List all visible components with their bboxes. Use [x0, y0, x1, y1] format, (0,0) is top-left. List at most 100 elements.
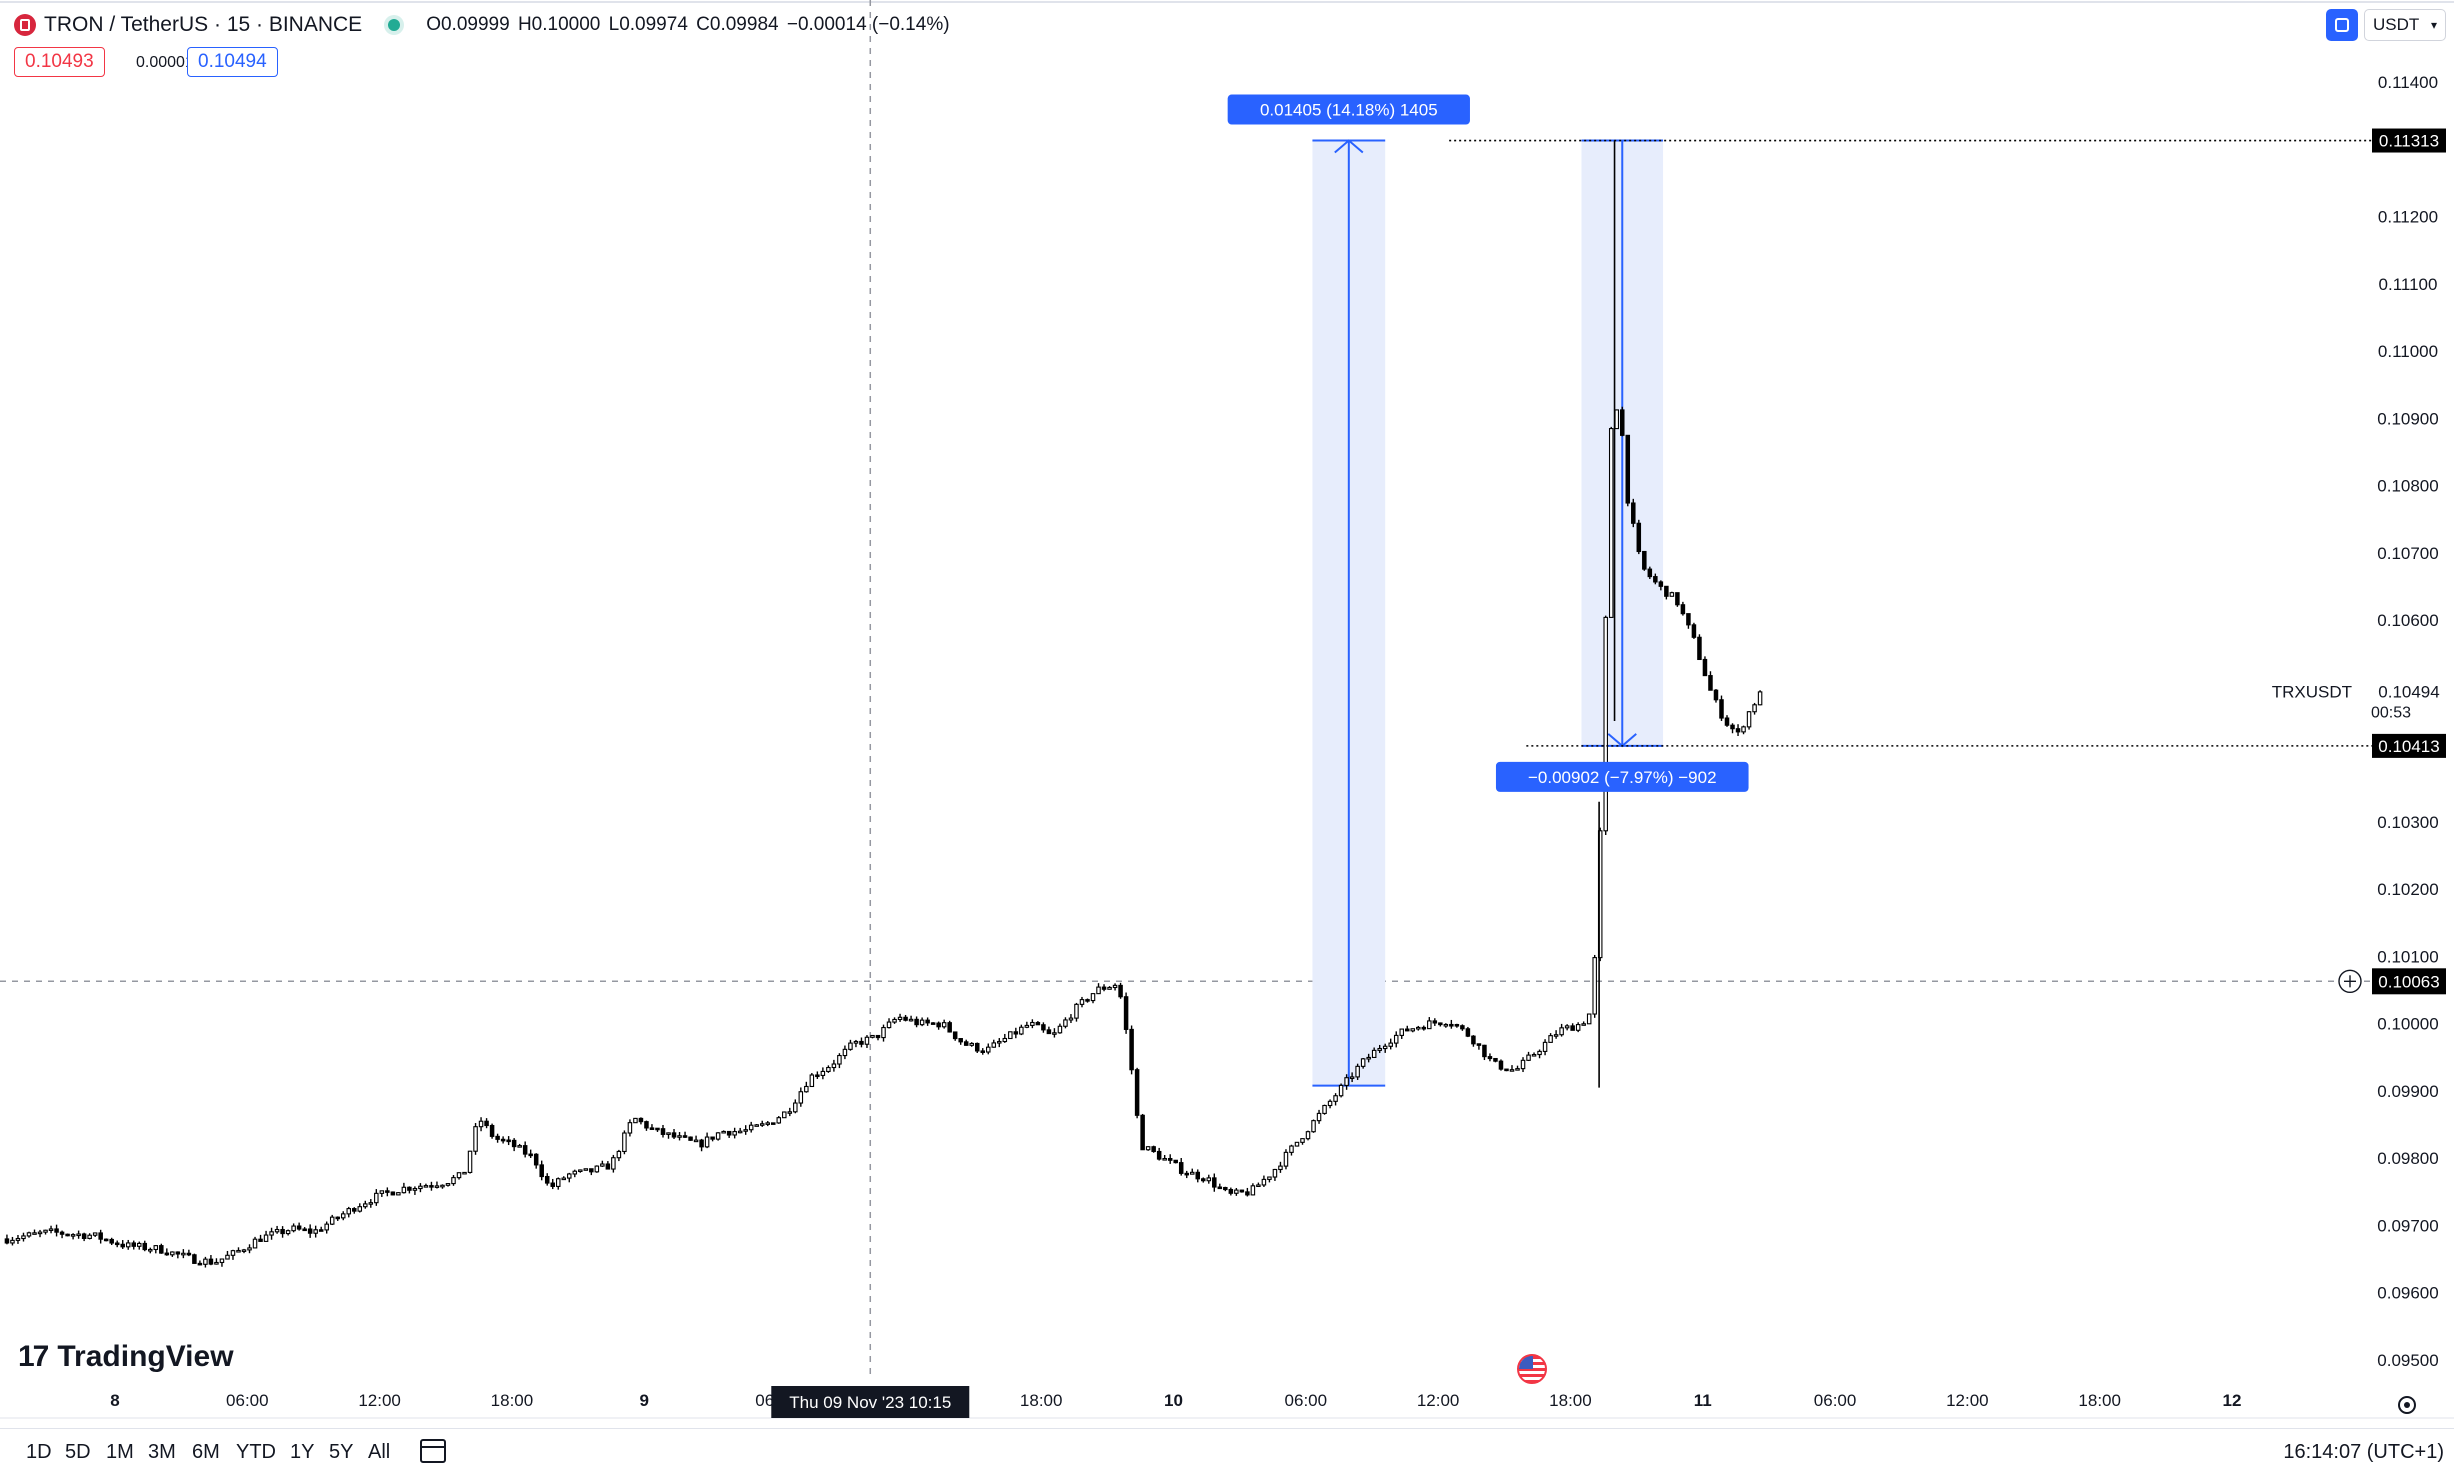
candle — [1658, 581, 1664, 587]
currency-select[interactable]: USDT ▾ — [2364, 9, 2446, 41]
candle — [291, 1225, 296, 1232]
price-tick-label: 0.11400 — [2378, 73, 2438, 92]
candle — [1399, 1028, 1404, 1036]
candle — [1349, 1076, 1355, 1079]
candle — [1112, 984, 1118, 989]
candle — [1327, 1100, 1333, 1107]
candle — [649, 1127, 655, 1130]
symbol-title[interactable]: TRON / TetherUS · 15 · BINANCE — [44, 13, 363, 36]
candle — [1465, 1028, 1471, 1037]
range-all[interactable]: All — [368, 1441, 391, 1463]
candle — [1024, 1024, 1030, 1028]
range-1m[interactable]: 1M — [106, 1441, 134, 1463]
candle — [103, 1238, 109, 1242]
brand-name: TradingView — [57, 1340, 234, 1373]
range-6m[interactable]: 6M — [192, 1441, 220, 1463]
clock-time[interactable]: 16:14:07 (UTC+1) — [2283, 1441, 2444, 1463]
candle — [296, 1225, 302, 1230]
candle — [1752, 704, 1757, 713]
candle — [1206, 1177, 1212, 1182]
candle — [710, 1136, 715, 1140]
candle — [1548, 1035, 1553, 1043]
candle — [1217, 1186, 1223, 1190]
candle — [92, 1232, 98, 1236]
candle — [87, 1234, 92, 1240]
time-tick-label: 06:00 — [1285, 1391, 1328, 1410]
candle — [203, 1258, 208, 1265]
candle — [1537, 1050, 1542, 1056]
candle — [1178, 1162, 1184, 1174]
measure-label: 0.01405 (14.18%) 1405 — [1260, 101, 1438, 120]
candle — [1300, 1138, 1305, 1143]
candle — [820, 1070, 826, 1076]
candle — [1195, 1171, 1201, 1180]
time-axis: 8 06:00 12:00 18:00 9 06:00 18:00 10 06:00 12:00 1… — [110, 1386, 2241, 1418]
candle — [1526, 1054, 1531, 1061]
candle — [611, 1157, 616, 1170]
candle — [947, 1022, 952, 1033]
time-tick-label: 11 — [1694, 1391, 1712, 1410]
candle — [1570, 1025, 1575, 1031]
candle — [974, 1042, 980, 1052]
candle — [1553, 1034, 1559, 1037]
last-price-label: 0.10494 — [2378, 682, 2439, 701]
candle — [1460, 1025, 1465, 1030]
ohlc-low: L0.09974 — [608, 14, 688, 35]
price-tick-label: 0.10700 — [2377, 544, 2438, 563]
candle — [1223, 1186, 1228, 1191]
candle — [748, 1124, 754, 1131]
candle — [1421, 1026, 1427, 1030]
candle — [1620, 409, 1625, 436]
range-5y[interactable]: 5Y — [329, 1441, 354, 1463]
candle — [225, 1254, 230, 1260]
time-tick-label: 10 — [1164, 1391, 1183, 1410]
candle — [1046, 1029, 1052, 1035]
range-ytd[interactable]: YTD — [236, 1441, 276, 1463]
calendar-icon[interactable] — [420, 1439, 446, 1463]
candle — [1608, 428, 1614, 618]
candle — [1267, 1176, 1272, 1180]
candle — [688, 1136, 693, 1141]
range-1y[interactable]: 1Y — [290, 1441, 315, 1463]
sell-price-button[interactable]: 0.10493 — [14, 47, 105, 77]
candle — [770, 1122, 776, 1125]
gear-icon[interactable] — [2398, 1396, 2416, 1414]
measure-label: −0.00902 (−7.97%) −902 — [1528, 768, 1717, 787]
candle — [1625, 434, 1631, 504]
price-chart[interactable]: 0.11400 0.11200 0.11100 0.11000 0.10900 0.108… — [0, 0, 2454, 1428]
range-5d[interactable]: 5D — [65, 1441, 91, 1463]
tradingview-logo[interactable]: 17 TradingView — [18, 1340, 234, 1374]
candle — [352, 1208, 357, 1212]
candle — [489, 1124, 495, 1137]
candle — [170, 1251, 175, 1256]
range-3m[interactable]: 3M — [148, 1441, 176, 1463]
tradingview-logo-icon: 17 — [18, 1340, 49, 1373]
candle — [776, 1117, 782, 1124]
candle — [555, 1178, 561, 1187]
candle — [390, 1191, 396, 1196]
candle — [1636, 522, 1642, 553]
buy-price-button[interactable]: 0.10494 — [187, 47, 278, 77]
range-1d[interactable]: 1D — [26, 1441, 52, 1463]
candle — [285, 1230, 291, 1235]
crosshair-price-label: 0.10063 — [2378, 972, 2439, 991]
candle — [578, 1169, 583, 1173]
candle — [936, 1022, 941, 1028]
time-tick-label: 12:00 — [1946, 1391, 1989, 1410]
candle — [1686, 613, 1691, 626]
candle — [605, 1163, 611, 1170]
candle — [335, 1216, 340, 1220]
candle — [181, 1252, 186, 1256]
candle — [274, 1228, 280, 1233]
candle — [1289, 1145, 1294, 1153]
price-tick-label: 0.09600 — [2377, 1284, 2438, 1303]
time-tick-label: 06:00 — [226, 1391, 269, 1410]
candle — [1261, 1178, 1267, 1186]
sync-icon[interactable] — [2326, 9, 2358, 41]
economic-event-flag-icon[interactable] — [1517, 1354, 1547, 1384]
candle — [1691, 624, 1697, 638]
candle — [969, 1042, 974, 1046]
candle — [567, 1173, 572, 1179]
candle — [445, 1183, 451, 1186]
candle — [1162, 1158, 1167, 1161]
